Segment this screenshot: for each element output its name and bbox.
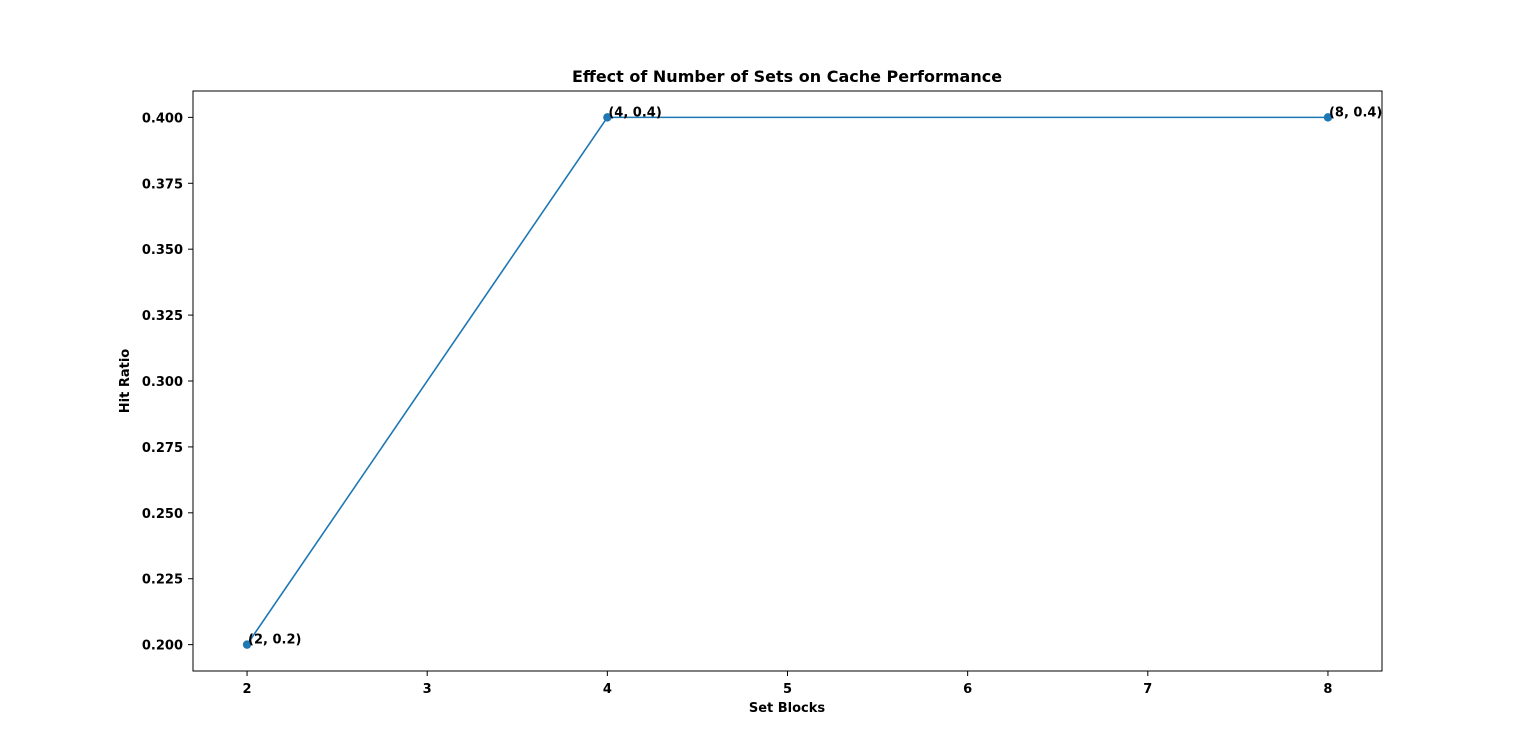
y-tick-label: 0.325	[142, 309, 183, 324]
axes-frame	[192, 90, 1383, 672]
x-tick-label: 8	[1323, 682, 1332, 697]
y-tick-label: 0.275	[142, 441, 183, 456]
plot-area: (2, 0.2) (4, 0.4) (8, 0.4)	[242, 105, 1382, 649]
y-axis: 0.200 0.225 0.250 0.275 0.300 0.325 0.350 0.375…	[142, 111, 193, 654]
data-point	[242, 640, 252, 649]
x-tick-label: 7	[1143, 682, 1152, 697]
data-point	[1323, 113, 1333, 122]
x-tick-label: 2	[243, 682, 252, 697]
y-tick-label: 0.350	[142, 243, 183, 258]
x-tick-label: 5	[783, 682, 792, 697]
data-point	[603, 113, 612, 122]
y-tick-label: 0.200	[142, 639, 183, 654]
point-annotation: (4, 0.4)	[608, 105, 661, 120]
y-axis-label: Hit Ratio	[118, 349, 133, 414]
chart-title: Effect of Number of Sets on Cache Perfor…	[572, 67, 1002, 86]
x-tick-label: 6	[963, 682, 972, 697]
point-annotation: (2, 0.2)	[248, 633, 301, 648]
x-tick-label: 4	[603, 682, 612, 697]
point-annotation: (8, 0.4)	[1329, 105, 1382, 120]
x-axis-label: Set Blocks	[749, 701, 826, 716]
y-tick-label: 0.375	[142, 177, 183, 192]
series-line	[246, 116, 1328, 646]
y-tick-label: 0.250	[142, 507, 183, 522]
y-tick-label: 0.300	[142, 375, 183, 390]
y-tick-label: 0.225	[142, 573, 183, 588]
x-axis: 2 3 4 5 6 7 8	[243, 671, 1332, 697]
y-tick-label: 0.400	[142, 111, 183, 126]
x-tick-label: 3	[423, 682, 432, 697]
